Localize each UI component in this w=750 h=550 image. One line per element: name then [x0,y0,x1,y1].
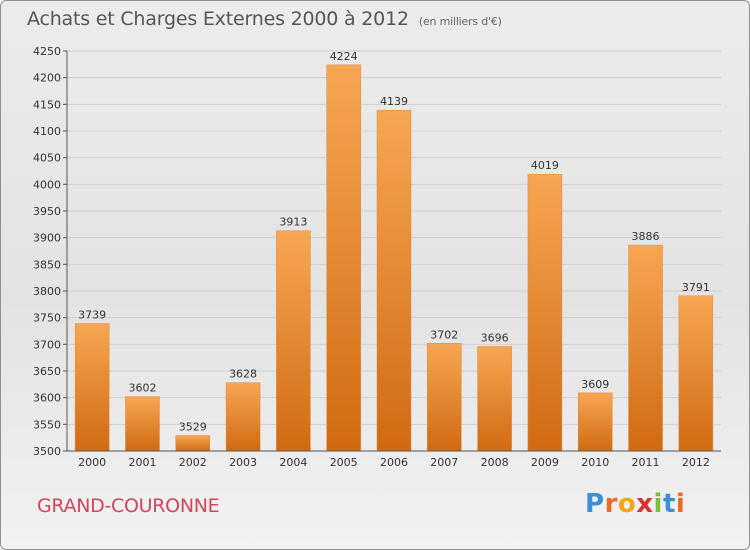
y-tick-label: 3700 [33,338,61,351]
y-tick-label: 4100 [33,125,61,138]
value-label: 4224 [330,50,358,63]
bar-2007 [427,343,462,452]
y-tick-label: 3600 [33,392,61,405]
chart-subtitle: (en milliers d'€) [418,15,502,28]
bar-2008 [477,346,512,452]
y-tick-label: 4200 [33,72,61,85]
x-tick-label: 2001 [128,456,156,469]
x-tick-label: 2004 [279,456,307,469]
location-name: GRAND-COURONNE [37,495,220,517]
x-axis: 2000 2001 2002 2003 2004 2005 2006 2007 2008 2009… [67,450,721,469]
y-tick-label: 3850 [33,258,61,271]
value-label: 3628 [229,368,257,381]
x-tick-label: 2006 [380,456,408,469]
chart-title: Achats et Charges Externes 2000 à 2012 (e… [27,8,502,30]
value-label: 3739 [78,309,106,322]
x-tick-label: 2010 [581,456,609,469]
x-tick-label: 2007 [430,456,458,469]
value-label: 3602 [128,382,156,395]
x-tick-label: 2002 [179,456,207,469]
value-label: 3913 [279,216,307,229]
y-tick-label: 4000 [33,178,61,191]
bar-2003 [225,382,261,452]
x-tick-label: 2005 [330,456,358,469]
value-label: 4139 [380,95,408,108]
value-label: 3529 [179,421,207,434]
y-tick-label: 4050 [33,152,61,165]
value-label: 3609 [581,378,609,391]
y-tick-label: 3800 [33,285,61,298]
x-tick-label: 2009 [531,456,559,469]
bar-2001 [125,396,160,452]
y-tick-label: 3950 [33,205,61,218]
value-label: 4019 [531,159,559,172]
x-tick-label: 2000 [78,456,106,469]
bar-2000 [74,323,110,452]
bar-2005 [326,64,361,452]
proxiti-logo: Proxiti [585,489,685,519]
title-text: Achats et Charges Externes 2000 à 2012 [27,8,409,30]
logo-letter: i [675,489,686,519]
logo-letter: t [662,489,676,519]
x-tick-label: 2011 [632,456,660,469]
bar-2002 [175,435,211,452]
bar-2004 [276,230,311,452]
logo-letter: P [585,489,605,519]
x-tick-label: 2012 [682,456,710,469]
bar-2012 [678,295,714,452]
bar-2009 [527,173,563,452]
y-tick-label: 3750 [33,312,61,325]
value-label: 3702 [430,328,458,341]
x-tick-label: 2008 [481,456,509,469]
bars: 3739 3602 3529 3628 3913 4224 4139 3702 3696 4019… [74,50,714,452]
logo-letter: r [604,489,618,519]
y-tick-label: 3650 [33,365,61,378]
bar-2011 [628,244,663,452]
logo-letter: o [617,489,637,519]
y-tick-label: 3500 [33,445,61,458]
bar-2010 [577,392,613,452]
y-axis: 3500 3550 3600 3650 3700 3750 3800 3850 3900 3950… [33,45,68,458]
y-tick-label: 4250 [33,45,61,58]
y-tick-label: 4150 [33,98,61,111]
value-label: 3791 [682,281,710,294]
logo-letter: x [636,489,654,519]
value-label: 3696 [481,331,509,344]
y-tick-label: 3900 [33,232,61,245]
value-label: 3886 [632,230,660,243]
x-tick-label: 2003 [229,456,257,469]
logo-letter: i [653,489,663,519]
bar-2006 [376,109,412,452]
y-tick-label: 3550 [33,418,61,431]
